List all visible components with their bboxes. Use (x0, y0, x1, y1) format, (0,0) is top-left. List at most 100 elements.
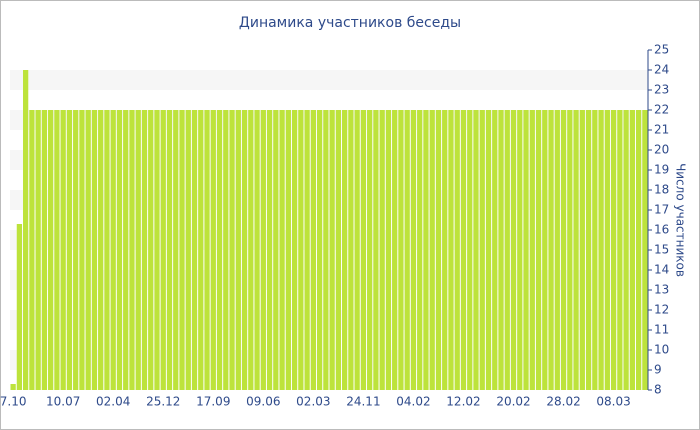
bar (241, 110, 248, 390)
bar (210, 110, 216, 390)
bar (385, 110, 392, 390)
y-tick-label: 15 (654, 243, 669, 257)
bar (598, 110, 604, 390)
bar (498, 110, 504, 390)
bar (360, 110, 367, 390)
bar (473, 110, 479, 390)
bar (429, 110, 435, 390)
bar (16, 224, 23, 390)
bar (304, 110, 310, 390)
x-tick-label: 25.12 (146, 395, 180, 409)
bar (417, 110, 423, 390)
x-tick-label: 28.02 (546, 395, 580, 409)
bar (129, 110, 135, 390)
bar (548, 110, 554, 390)
bar (79, 110, 85, 390)
y-tick-label: 9 (654, 363, 662, 377)
bar (398, 110, 404, 390)
y-tick-label: 23 (654, 83, 669, 97)
bar (135, 110, 141, 390)
bar (73, 110, 79, 390)
bar (404, 110, 410, 390)
bar (579, 110, 585, 390)
bar (329, 110, 335, 390)
y-tick-label: 22 (654, 103, 669, 117)
y-tick-label: 11 (654, 323, 669, 337)
bar (342, 110, 348, 390)
bar (379, 110, 385, 390)
bar (204, 110, 210, 390)
bar (60, 110, 66, 390)
bar (348, 110, 354, 390)
bar (235, 110, 241, 390)
bar (104, 110, 110, 390)
y-tick-label: 21 (654, 123, 669, 137)
x-tick-label: 02.04 (96, 395, 130, 409)
y-axis-label: Число участников (674, 163, 688, 277)
bar (535, 110, 542, 390)
y-tick-label: 18 (654, 183, 669, 197)
x-tick-label: 7.10 (0, 395, 26, 409)
x-tick-label: 24.11 (346, 395, 380, 409)
x-tick-label: 17.09 (196, 395, 230, 409)
bar (23, 70, 29, 390)
bar (141, 110, 148, 390)
bar (173, 110, 179, 390)
bar (642, 110, 648, 390)
bar (373, 110, 379, 390)
bar (610, 110, 617, 390)
bar (560, 110, 567, 390)
bar (291, 110, 298, 390)
bar (517, 110, 523, 390)
bar (154, 110, 160, 390)
bar (635, 110, 642, 390)
x-tick-label: 12.02 (446, 395, 480, 409)
x-tick-label: 20.02 (496, 395, 530, 409)
bar (604, 110, 610, 390)
bar (48, 110, 54, 390)
bar (335, 110, 342, 390)
y-tick-label: 13 (654, 283, 669, 297)
bar (248, 110, 254, 390)
bar (41, 110, 48, 390)
x-tick-label: 04.02 (396, 395, 430, 409)
bar (629, 110, 635, 390)
bar (623, 110, 629, 390)
bar (435, 110, 442, 390)
bar (110, 110, 116, 390)
bar (585, 110, 592, 390)
y-tick-label: 24 (654, 63, 669, 77)
bar (10, 384, 16, 390)
bar (66, 110, 73, 390)
bar (448, 110, 454, 390)
y-tick-label: 20 (654, 143, 669, 157)
bar (198, 110, 204, 390)
bar (223, 110, 229, 390)
bar (216, 110, 223, 390)
bar (523, 110, 529, 390)
x-tick-label: 10.07 (46, 395, 80, 409)
y-tick-label: 16 (654, 223, 669, 237)
bar (229, 110, 235, 390)
y-tick-label: 19 (654, 163, 669, 177)
y-tick-label: 25 (654, 43, 669, 57)
bar (191, 110, 198, 390)
bar (116, 110, 123, 390)
bar (592, 110, 598, 390)
bar (85, 110, 91, 390)
bar (54, 110, 60, 390)
y-tick-label: 17 (654, 203, 669, 217)
chart-title: Динамика участников беседы (239, 15, 461, 31)
bar (573, 110, 579, 390)
y-tick-label: 14 (654, 263, 669, 277)
bar (148, 110, 154, 390)
bar (185, 110, 191, 390)
y-tick-label: 12 (654, 303, 669, 317)
grid-band (10, 70, 648, 90)
bar (485, 110, 492, 390)
bar (354, 110, 360, 390)
bar (323, 110, 329, 390)
bar (254, 110, 260, 390)
bar (479, 110, 485, 390)
